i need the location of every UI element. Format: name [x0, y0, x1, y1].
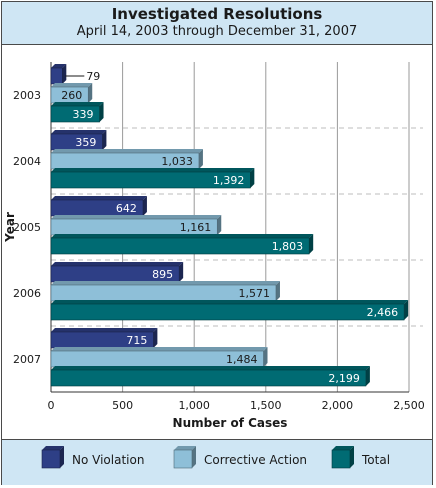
bar-side-total-2003	[99, 102, 104, 122]
data-label-corrective-action-2006: 1,571	[238, 287, 270, 300]
bar-side-no-violation-2004	[102, 130, 107, 150]
legend-swatch-top-total	[332, 446, 354, 450]
bar-top-no-violation-2004	[51, 130, 107, 134]
y-tick-label-2005: 2005	[13, 221, 41, 234]
y-tick-label-2004: 2004	[13, 155, 41, 168]
bar-top-total-2005	[51, 234, 314, 238]
x-tick-label-1: 500	[112, 399, 133, 412]
bar-side-total-2004	[250, 168, 255, 188]
bar-total-2007	[50, 369, 367, 387]
legend-swatch-top-no-violation	[42, 446, 64, 450]
bar-top-corrective-action-2004	[51, 149, 203, 153]
bar-top-no-violation-2007	[51, 328, 158, 332]
bar-top-corrective-action-2007	[51, 347, 268, 351]
bar-side-corrective-action-2006	[275, 281, 280, 301]
bar-top-no-violation-2005	[51, 196, 147, 200]
bar-top-corrective-action-2005	[51, 215, 222, 219]
chart-subtitle: April 14, 2003 through December 31, 2007	[76, 24, 358, 39]
bar-side-corrective-action-2007	[263, 347, 268, 367]
legend	[2, 439, 432, 485]
bar-side-total-2006	[404, 300, 409, 320]
legend-swatch-side-no-violation	[60, 446, 64, 468]
bar-side-no-violation-2006	[179, 262, 184, 282]
bar-total-2003	[50, 105, 100, 123]
x-tick-label-3: 1,500	[250, 399, 282, 412]
bar-side-corrective-action-2004	[198, 149, 203, 169]
legend-label-corrective-action: Corrective Action	[204, 453, 307, 467]
data-label-corrective-action-2005: 1,161	[180, 221, 212, 234]
legend-swatch-side-corrective-action	[192, 446, 196, 468]
data-label-no-violation-2007: 715	[126, 334, 147, 347]
data-label-total-2007: 2,199	[328, 372, 360, 385]
y-tick-label-2006: 2006	[13, 287, 41, 300]
data-label-corrective-action-2004: 1,033	[161, 155, 193, 168]
legend-swatch-top-corrective-action	[174, 446, 196, 450]
data-label-total-2003: 339	[73, 108, 94, 121]
y-tick-label-2007: 2007	[13, 353, 41, 366]
bar-top-no-violation-2006	[51, 262, 184, 266]
bar-no-violation-2003	[50, 67, 63, 85]
bar-total-2006	[50, 303, 405, 321]
bar-top-corrective-action-2006	[51, 281, 280, 285]
bar-side-corrective-action-2005	[217, 215, 222, 235]
legend-label-no-violation: No Violation	[72, 453, 144, 467]
y-tick-label-2003: 2003	[13, 89, 41, 102]
y-axis-label: Year	[3, 212, 17, 243]
legend-swatch-side-total	[350, 446, 354, 468]
bar-top-no-violation-2003	[51, 64, 67, 68]
data-label-total-2005: 1,803	[272, 240, 304, 253]
bar-total-2004	[50, 171, 251, 189]
data-label-corrective-action-2003: 260	[61, 89, 82, 102]
bar-side-corrective-action-2003	[88, 83, 93, 103]
legend-swatch-total	[331, 449, 351, 469]
title-box: Investigated Resolutions April 14, 2003 …	[2, 2, 432, 45]
legend-label-total: Total	[361, 453, 390, 467]
bar-top-corrective-action-2003	[51, 83, 93, 87]
legend-swatch-corrective-action	[173, 449, 193, 469]
x-axis-label: Number of Cases	[173, 416, 288, 430]
data-label-no-violation-2005: 642	[116, 202, 137, 215]
data-label-no-violation-2006: 895	[152, 268, 173, 281]
bar-side-no-violation-2007	[153, 328, 158, 348]
data-label-no-violation-2004: 359	[75, 136, 96, 149]
bar-top-total-2004	[51, 168, 255, 172]
x-tick-label-0: 0	[48, 399, 55, 412]
bar-side-total-2005	[309, 234, 314, 254]
chart-title: Investigated Resolutions	[111, 5, 323, 23]
x-tick-label-5: 2,500	[393, 399, 425, 412]
bar-side-no-violation-2005	[142, 196, 147, 216]
legend-swatch-no-violation	[41, 449, 61, 469]
bar-top-total-2003	[51, 102, 104, 106]
bar-side-no-violation-2003	[62, 64, 67, 84]
bar-top-total-2007	[51, 366, 370, 370]
bar-side-total-2007	[365, 366, 370, 386]
bar-top-total-2006	[51, 300, 409, 304]
bar-total-2005	[50, 237, 310, 255]
x-tick-label-2: 1,000	[178, 399, 210, 412]
x-tick-label-4: 2,000	[322, 399, 354, 412]
data-label-no-violation-2003: 79	[86, 70, 100, 83]
data-label-corrective-action-2007: 1,484	[226, 353, 258, 366]
data-label-total-2004: 1,392	[213, 174, 245, 187]
data-label-total-2006: 2,466	[367, 306, 399, 319]
